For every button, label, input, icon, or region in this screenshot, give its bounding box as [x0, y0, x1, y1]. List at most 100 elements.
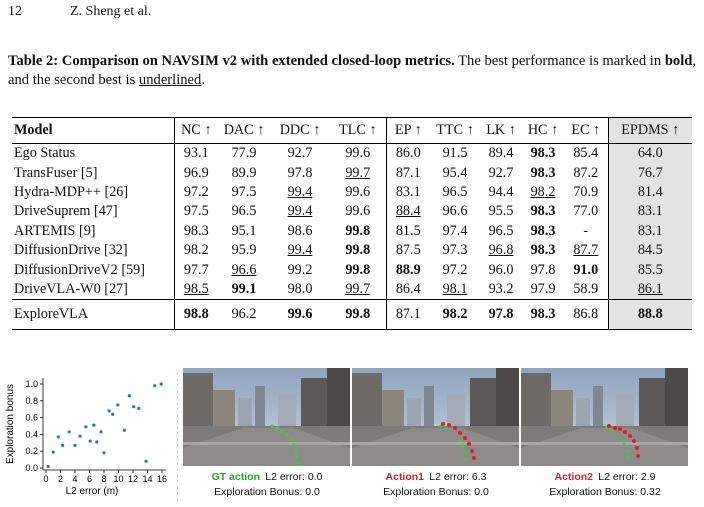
metric-cell: 77.0	[573, 203, 599, 220]
point	[78, 434, 82, 438]
metric-cell: 97.9	[530, 280, 556, 297]
metric-cell: 86.1	[607, 279, 692, 300]
metric-cell: 99.1	[231, 280, 257, 297]
metric-cell: 97.8	[530, 261, 556, 278]
metric-cell: 97.7	[173, 260, 218, 280]
metric-cell: 93.1	[173, 143, 218, 164]
metric-cell: 70.9	[573, 183, 599, 200]
exploration-bonus: Exploration Bonus: 0.32	[549, 486, 661, 498]
metric-cell: 87.1	[385, 299, 430, 330]
y-tick-label: 1.0	[25, 379, 38, 389]
x-tick-label: 12	[128, 474, 138, 484]
trajectory	[607, 424, 640, 458]
point	[159, 382, 163, 386]
metric-cell: 97.4	[442, 222, 468, 239]
trajectory	[439, 424, 468, 461]
model-name: DriveSuprem [47]	[14, 203, 118, 220]
metric-cell: 96.2	[231, 306, 257, 323]
point	[56, 435, 60, 439]
metric-cell: 99.4	[287, 242, 313, 259]
metric-cell: 92.7	[488, 164, 514, 181]
table-row: ExploreVLA 98.8 96.2 99.6 99.8 87.1 98.2 97.8 98…	[12, 299, 692, 330]
column-header: TTC ↑	[436, 122, 474, 138]
caption-text: The best performance is marked in	[454, 53, 665, 69]
column-header: DAC ↑	[223, 122, 265, 138]
column-header: LK ↑	[486, 122, 516, 138]
table-row: TransFuser [5] 96.9 89.9 97.8 99.7 87.1 95.4 92…	[12, 163, 692, 183]
scene-image	[183, 368, 350, 466]
metric-cell: 87.7	[573, 242, 599, 259]
metric-cell: 58.9	[573, 280, 599, 297]
metric-cell: 86.0	[385, 143, 430, 164]
point	[92, 423, 96, 427]
caption-label: Table 2: Comparison on NAVSIM v2 with ex…	[8, 53, 455, 69]
metric-cell: 85.5	[607, 260, 692, 280]
point	[127, 394, 131, 398]
metric-cell: 98.3	[530, 203, 556, 220]
metric-cell: 98.3	[530, 222, 556, 239]
scatter-chart: L2 error (m) Exploration bonus 0.0 0.2 0.4…	[5, 372, 178, 504]
table-caption: Table 2: Comparison on NAVSIM v2 with ex…	[8, 52, 700, 90]
caption-line: Action2 L2 error: 2.9	[521, 470, 689, 485]
metric-cell: 99.6	[345, 203, 371, 220]
caption-line: Action1 L2 error: 6.3	[352, 470, 520, 485]
l2-error: L2 error: 2.9	[598, 471, 656, 483]
metric-cell: 95.1	[231, 222, 257, 239]
caption-text: , and the second best is	[8, 53, 697, 88]
metric-cell: 99.7	[345, 280, 371, 297]
metric-cell: 96.8	[488, 242, 514, 259]
page-number: 12	[8, 4, 22, 19]
metric-cell: 97.5	[231, 183, 257, 200]
model-name: Ego Status	[14, 145, 76, 162]
metric-cell: 83.1	[607, 202, 692, 222]
metric-cell: 98.3	[530, 306, 556, 323]
metric-cell: 81.4	[607, 182, 692, 203]
metric-cell: 99.8	[345, 222, 371, 239]
metric-cell: 99.6	[345, 183, 371, 200]
metric-cell: 96.5	[488, 222, 514, 239]
table-body: Ego Status 93.1 77.9 92.7 99.6 86.0 91.5 89.4 98…	[12, 143, 692, 330]
model-name: DriveVLA-W0 [27]	[14, 280, 128, 297]
panel-caption: GT action L2 error: 0.0 Exploration Bonus…	[183, 470, 351, 500]
metric-cell: 98.6	[287, 222, 313, 239]
y-axis-label: Exploration bonus	[5, 384, 16, 464]
metric-cell: 77.9	[231, 145, 257, 162]
panel-caption: Action1 L2 error: 6.3 Exploration Bonus: …	[352, 470, 520, 500]
running-header: 12 Z. Sheng et al.	[8, 4, 151, 20]
l2-error: L2 error: 6.3	[429, 471, 487, 483]
caption-underline: underlined	[138, 72, 202, 88]
metric-cell: 96.5	[442, 183, 468, 200]
column-header: Model	[14, 122, 53, 138]
y-tick-label: 0.8	[25, 396, 38, 406]
y-tick-label: 0.0	[25, 463, 38, 473]
metric-cell: 97.8	[488, 306, 514, 323]
metric-cell: -	[583, 222, 589, 239]
table-row: Hydra-MDP++ [26] 97.2 97.5 99.4 99.6 83.1 96.5…	[12, 182, 692, 203]
metric-cell: 97.8	[287, 164, 313, 181]
metric-cell: 98.2	[442, 306, 468, 323]
metric-cell: 93.2	[488, 280, 514, 297]
table-row: Ego Status 93.1 77.9 92.7 99.6 86.0 91.5 89.4 98…	[12, 143, 692, 164]
model-name: DiffusionDriveV2 [59]	[14, 261, 145, 278]
column-header: TLC ↑	[339, 122, 377, 138]
table-row: ARTEMIS [9] 98.3 95.1 98.6 99.8 81.5 97.4 96.5 9…	[12, 221, 692, 241]
x-tick-label: 8	[101, 474, 106, 484]
results-table: Model NC ↑ DAC ↑ DDC ↑ TLC ↑ EP ↑ TTC ↑ LK ↑ HC …	[12, 117, 692, 330]
metric-cell: 99.6	[287, 306, 313, 323]
metric-cell: 99.2	[287, 261, 313, 278]
metric-cell: 97.2	[442, 261, 468, 278]
metric-cell: 98.2	[530, 183, 556, 200]
point	[61, 443, 65, 447]
exploration-bonus: Exploration Bonus: 0.0	[214, 486, 320, 498]
metric-cell: 87.2	[573, 164, 599, 181]
model-name: ARTEMIS [9]	[14, 222, 96, 239]
x-tick-label: 16	[157, 474, 167, 484]
model-name: ExploreVLA	[14, 306, 89, 323]
metric-cell: 91.5	[442, 145, 468, 162]
point	[111, 412, 115, 416]
metric-cell: 99.4	[287, 183, 313, 200]
metric-cell: 87.5	[385, 240, 430, 261]
metric-cell: 96.0	[488, 261, 514, 278]
point	[84, 425, 88, 429]
